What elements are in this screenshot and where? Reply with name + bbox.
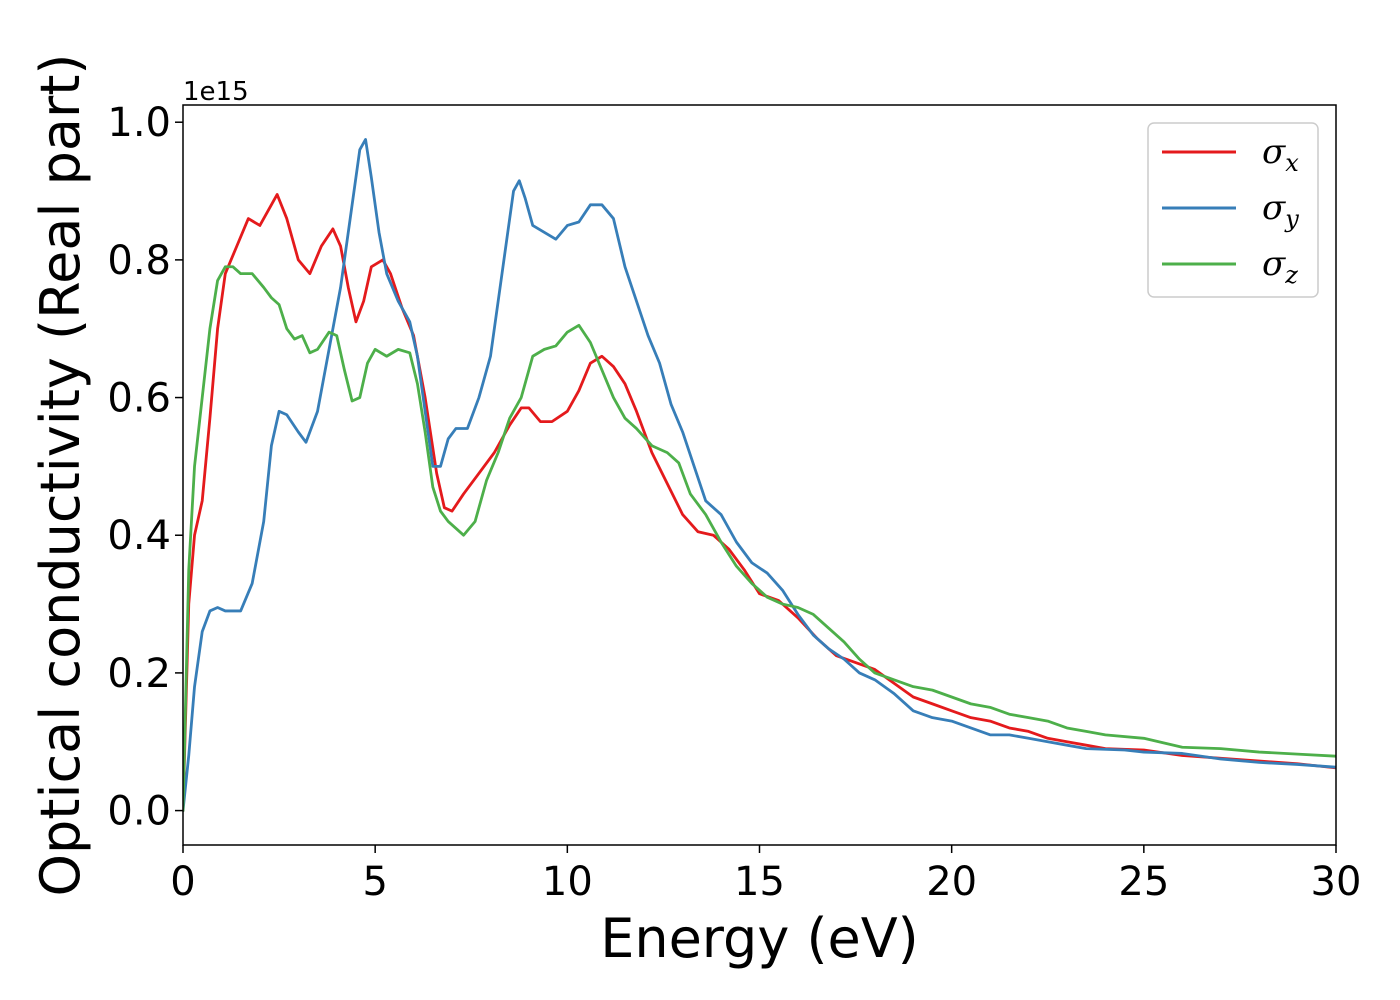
legend-box <box>1147 122 1319 298</box>
legend-label-sigma-x: σx <box>1262 132 1299 177</box>
x-tick-label: 30 <box>1311 859 1362 905</box>
series-line-sigma-x <box>183 193 1336 812</box>
legend: σx σy σz <box>1147 122 1319 298</box>
y-tick-label: 0.0 <box>107 789 171 835</box>
y-tick-label: 0.2 <box>107 651 171 697</box>
x-tick-label: 15 <box>734 859 785 905</box>
y-axis: 0.0 0.2 0.4 0.6 0.8 1.0 <box>107 100 183 835</box>
legend-label-sigma-y: σy <box>1262 188 1299 233</box>
y-axis-label: Optical conductivity (Real part) <box>29 54 92 897</box>
x-tick-label: 5 <box>362 859 387 905</box>
y-tick-label: 0.4 <box>107 513 171 559</box>
x-tick-label: 25 <box>1118 859 1169 905</box>
x-axis-label: Energy (eV) <box>600 907 919 970</box>
series-line-sigma-y <box>183 138 1336 812</box>
series-line-sigma-z <box>183 265 1336 812</box>
x-axis: 0 5 10 15 20 25 30 <box>170 845 1361 905</box>
y-tick-label: 1.0 <box>107 100 171 146</box>
y-tick-label: 0.6 <box>107 376 171 422</box>
y-offset-label: 1e15 <box>183 77 249 107</box>
x-tick-label: 0 <box>170 859 195 905</box>
y-tick-label: 0.8 <box>107 238 171 284</box>
x-tick-label: 10 <box>542 859 593 905</box>
x-tick-label: 20 <box>926 859 977 905</box>
legend-label-sigma-z: σz <box>1262 244 1298 289</box>
series-layer <box>183 138 1336 812</box>
